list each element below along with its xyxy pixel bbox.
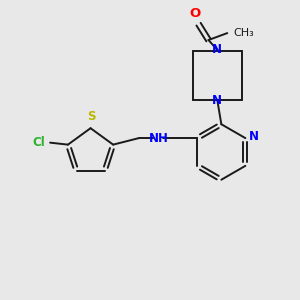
Text: CH₃: CH₃ <box>233 28 254 38</box>
Text: Cl: Cl <box>32 136 45 149</box>
Text: N: N <box>212 44 222 56</box>
Text: O: O <box>189 7 200 20</box>
Text: N: N <box>212 94 222 107</box>
Text: S: S <box>87 110 96 123</box>
Text: NH: NH <box>149 132 169 145</box>
Text: N: N <box>249 130 259 142</box>
